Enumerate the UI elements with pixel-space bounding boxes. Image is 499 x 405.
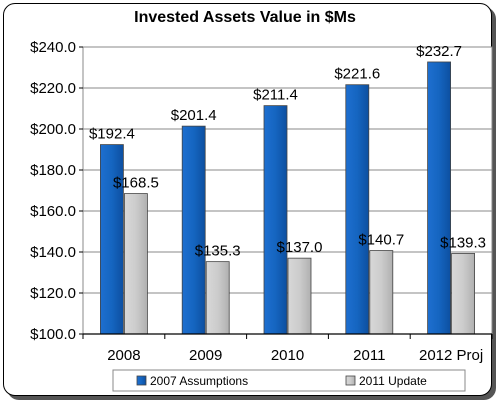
data-label: $201.4	[171, 107, 217, 124]
legend-swatch-2007-assumptions	[136, 375, 147, 386]
x-category-label: 2009	[189, 347, 222, 364]
y-tick-label: $240.0	[30, 39, 76, 56]
data-label: $211.4	[253, 87, 298, 104]
plot-area: $100.0 $120.0 $140.0 $160.0 $180.0 $200.0 $220…	[30, 39, 493, 364]
bar-2007-assumptions	[181, 125, 206, 335]
bar-2007-assumptions	[100, 144, 124, 335]
bar-2011-update	[451, 253, 476, 335]
y-tick-label: $120.0	[30, 285, 76, 302]
y-tick-label: $100.0	[30, 326, 76, 343]
legend: 2007 Assumptions 2011 Update	[112, 369, 466, 392]
legend-label-2011-update: 2011 Update	[359, 374, 427, 388]
bar-2011-update	[369, 250, 394, 335]
chart-title: Invested Assets Value in $Ms	[134, 9, 356, 26]
bar-2011-update	[287, 257, 312, 335]
bar-2007-assumptions	[427, 61, 452, 335]
data-label: $137.0	[277, 239, 323, 256]
legend-box	[112, 369, 466, 392]
data-label: $139.3	[440, 234, 486, 251]
x-category-label: 2008	[107, 347, 140, 364]
legend-swatch-2011-update	[345, 375, 356, 386]
y-tick-label: $140.0	[30, 244, 76, 261]
data-label: $192.4	[89, 126, 135, 143]
y-tick-label: $160.0	[30, 203, 76, 220]
y-tick-label: $180.0	[30, 162, 76, 179]
x-category-label: 2012 Proj	[419, 347, 483, 364]
data-label: $135.3	[195, 243, 241, 260]
bar-2007-assumptions	[345, 84, 370, 335]
data-label: $168.5	[113, 175, 159, 192]
x-category-label: 2010	[271, 347, 304, 364]
x-category-label: 2011	[353, 347, 385, 364]
bar-2007-assumptions	[263, 105, 288, 335]
plot-background	[82, 46, 493, 335]
bar-2011-update	[124, 193, 148, 335]
data-label: $221.6	[334, 66, 380, 83]
data-label: $232.7	[416, 43, 462, 60]
y-tick-label: $220.0	[30, 80, 76, 97]
y-tick-label: $200.0	[30, 121, 76, 138]
data-label: $140.7	[358, 232, 404, 249]
legend-label-2007-assumptions: 2007 Assumptions	[150, 374, 248, 388]
bar-2011-update	[205, 261, 230, 335]
